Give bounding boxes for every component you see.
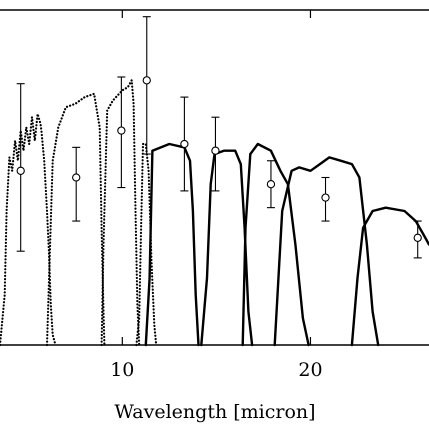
data-point [117, 76, 126, 189]
data-point [266, 160, 276, 209]
dotted-filter-curve [135, 142, 158, 347]
solid-filter-curve [350, 206, 429, 347]
x-tick-label: 10 [110, 359, 134, 381]
data-point-marker [16, 166, 25, 175]
x-tick-label: 20 [298, 359, 322, 381]
data-point-marker [413, 233, 422, 242]
x-axis-label: Wavelength [micron] [114, 401, 315, 423]
data-point-marker [142, 76, 151, 85]
solid-filter-curve [273, 156, 380, 347]
data-point [72, 146, 81, 222]
data-point-marker [72, 173, 81, 182]
points-layer [16, 16, 422, 259]
data-point [413, 220, 422, 259]
series-layer [0, 79, 429, 347]
data-point [16, 83, 25, 252]
data-point-marker [211, 146, 220, 155]
data-point [180, 96, 189, 192]
solid-filter-curve [144, 142, 200, 347]
data-point [321, 176, 330, 222]
solid-filter-curve [200, 149, 254, 347]
data-point-marker [180, 139, 189, 149]
data-point-marker [266, 180, 276, 189]
solid-filter-curve [241, 142, 310, 347]
axes-layer: 10 20 [0, 9, 429, 381]
dotted-filter-curve [100, 79, 141, 347]
data-point [142, 16, 151, 155]
data-point [211, 116, 220, 192]
data-point-marker [321, 193, 330, 202]
dotted-filter-curve [0, 112, 57, 347]
dotted-filter-curve [45, 92, 106, 347]
data-point-marker [117, 126, 126, 135]
